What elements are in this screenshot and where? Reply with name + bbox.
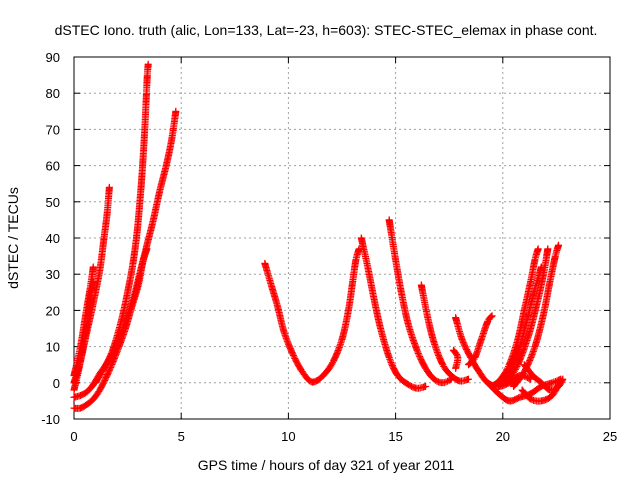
data-point [107,362,115,370]
data-point [488,312,496,320]
data-point [100,378,108,386]
data-point [327,362,335,370]
series-arc18 [510,241,563,390]
data-point [107,363,115,371]
data-point [144,60,152,68]
data-point [422,382,430,390]
data-point [290,353,298,361]
data-point [107,351,115,359]
data-layer [70,60,567,412]
y-tick-label: 40 [46,231,60,246]
data-point [414,349,422,357]
data-point [105,183,113,191]
data-point [108,360,116,368]
y-tick-label: 50 [46,195,60,210]
series-arc13 [449,346,462,372]
y-tick-label: 30 [46,267,60,282]
y-axis-label: dSTEC / TECUs [5,187,21,289]
data-point [534,245,542,253]
data-point [548,379,556,387]
data-point [386,357,394,365]
series-arc1 [70,107,180,401]
data-point [89,263,97,271]
data-point [106,353,114,361]
data-point [449,346,457,354]
y-tick-label: 10 [46,340,60,355]
data-point [555,241,563,249]
series-arc6 [91,60,152,387]
data-point [553,385,561,393]
data-point [550,378,558,386]
series-arc20 [518,377,565,405]
series-arc16 [495,263,545,390]
x-tick-label: 25 [603,429,617,444]
y-tick-label: 80 [46,86,60,101]
data-point [355,245,363,253]
data-point [172,107,180,115]
data-point [289,350,297,358]
data-point [512,364,520,372]
series-arc12 [464,312,496,369]
data-point [98,367,106,375]
data-point [289,351,297,359]
data-point [526,355,534,363]
data-point [544,245,552,253]
data-point [414,348,422,356]
x-tick-label: 10 [281,429,295,444]
data-point [464,375,472,383]
data-point [89,277,97,285]
data-point [99,379,107,387]
data-point [511,366,519,374]
data-point [487,313,495,321]
x-tick-label: 5 [178,429,185,444]
y-tick-label: -10 [41,412,60,427]
data-point [107,350,115,358]
data-point [459,338,467,346]
series-arc7 [261,245,363,386]
y-tick-label: 20 [46,303,60,318]
series-arc17 [503,245,552,387]
data-point [106,365,114,373]
series-arc5 [70,277,97,394]
x-tick-label: 15 [388,429,402,444]
x-tick-label: 20 [496,429,510,444]
series-arc8 [357,234,430,392]
data-point [511,355,519,363]
data-point [415,351,423,359]
y-tick-label: 70 [46,122,60,137]
data-point [386,355,394,363]
x-tick-label: 0 [70,429,77,444]
series-arc2 [70,245,151,412]
data-point [553,383,561,391]
y-tick-label: 90 [46,50,60,65]
series-arc9 [385,216,455,387]
data-point [101,376,109,384]
y-tick-label: 60 [46,159,60,174]
data-point [442,378,450,386]
axis-ticks: 0 5 10 15 20 25 -10 0 10 20 30 40 50 60 70 80 90 [41,50,617,444]
data-point [413,346,421,354]
x-axis-label: GPS time / hours of day 321 of year 2011 [198,457,455,473]
series-arc10 [417,281,472,385]
data-point [459,337,467,345]
data-point [557,377,565,385]
chart-title: dSTEC Iono. truth (alic, Lon=133, Lat=-2… [55,22,598,38]
data-point [387,359,395,367]
data-point [328,360,336,368]
y-tick-label: 0 [53,376,60,391]
data-point [143,245,151,253]
